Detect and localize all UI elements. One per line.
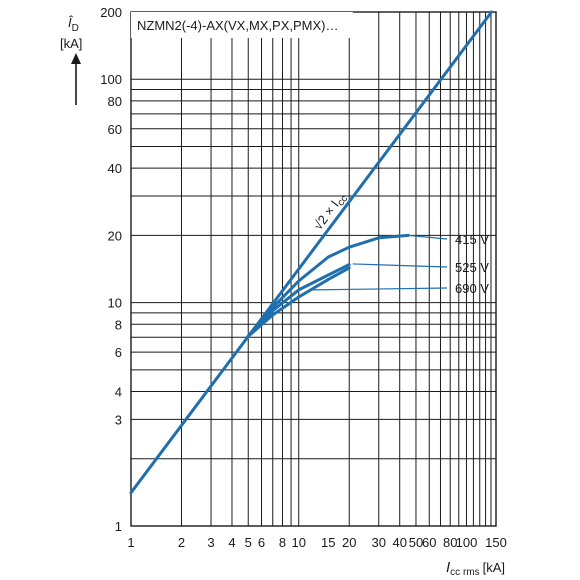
x-axis-label-unit: [kA] [483, 560, 505, 575]
y-tick-label: 200 [100, 5, 122, 20]
series-label: 690 V [455, 281, 489, 296]
y-tick-label: 20 [108, 228, 122, 243]
x-axis-label-main: I [446, 559, 450, 576]
y-tick-label: 1 [115, 519, 122, 534]
y-tick-label: 10 [108, 296, 122, 311]
x-tick-label: 30 [372, 535, 386, 550]
x-tick-label: 2 [178, 535, 185, 550]
x-tick-label: 8 [279, 535, 286, 550]
y-axis-unit: [kA] [60, 36, 82, 51]
series-line-525v [246, 263, 351, 338]
series-label: 525 V [455, 260, 489, 275]
x-tick-label: 80 [443, 535, 457, 550]
title-box [131, 12, 353, 38]
x-axis-label-sub: cc rms [450, 567, 479, 578]
x-tick-label: 50 [409, 535, 423, 550]
y-axis-label-main: Î [68, 15, 74, 30]
x-tick-label: 4 [228, 535, 235, 550]
y-tick-label: 6 [115, 345, 122, 360]
y-tick-label: 80 [108, 94, 122, 109]
series-line-sqrt2-icc [129, 10, 493, 495]
y-tick-label: 100 [100, 72, 122, 87]
x-tick-label: 10 [291, 535, 305, 550]
series-line-690v [246, 266, 351, 338]
series-label: 415 V [455, 232, 489, 247]
x-tick-label: 40 [392, 535, 406, 550]
x-tick-label: 3 [207, 535, 214, 550]
series-line-415v [246, 233, 410, 338]
y-tick-label: 3 [115, 412, 122, 427]
y-tick-label: 4 [115, 385, 122, 400]
y-axis-arrow-head [71, 53, 81, 64]
x-tick-label: 6 [258, 535, 265, 550]
y-tick-label: 60 [108, 122, 122, 137]
y-tick-label: 8 [115, 317, 122, 332]
leader-line [408, 234, 448, 240]
y-tick-labels: 1 3 4 6 8 10 20 40 60 80 100 200 [100, 5, 122, 534]
leader-line [352, 263, 448, 268]
x-axis-label: Icc rms [kA] [446, 559, 505, 578]
chart-title: NZMN2(-4)-AX(VX,MX,PX,PMX)… [137, 18, 339, 33]
x-tick-label: 100 [456, 535, 478, 550]
x-tick-label: 5 [245, 535, 252, 550]
x-tick-label: 1 [127, 535, 134, 550]
x-tick-label: 20 [342, 535, 356, 550]
y-axis-label: ÎD [68, 15, 79, 34]
x-tick-label: 60 [422, 535, 436, 550]
y-axis-label-sub: D [72, 23, 79, 34]
x-tick-label: 150 [485, 535, 507, 550]
x-tick-label: 15 [321, 535, 335, 550]
y-tick-label: 40 [108, 161, 122, 176]
leader-line [312, 287, 448, 291]
